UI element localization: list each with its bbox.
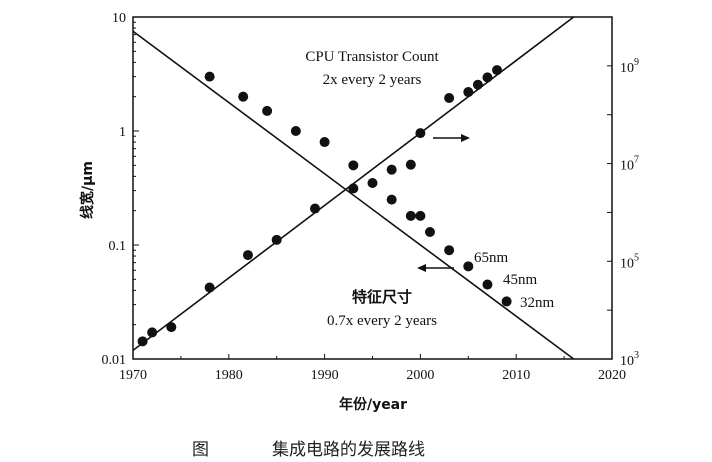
transistor-count-point [492, 65, 503, 76]
feature-title: 特征尺寸 [352, 288, 412, 306]
y-left-tick-label: 10 [112, 11, 126, 26]
transistor-count-point [405, 159, 416, 170]
feature-size-point [424, 227, 435, 238]
x-tick-label: 2010 [502, 368, 530, 383]
y-right-tick-label: 107 [620, 155, 639, 174]
transistor-title: CPU Transistor Count [305, 49, 439, 65]
x-axis-label: 年份/year [339, 396, 407, 413]
transistor-count-point [166, 322, 177, 333]
transistor-count-point [310, 203, 321, 214]
chart: 1970 1980 1990 2000 2010 2020 0.01 0.1 1 10 103 105… [79, 11, 639, 413]
arrow-right [433, 134, 470, 142]
y-right-tick-label: 109 [620, 57, 639, 76]
transistor-count-point [415, 128, 426, 139]
feature-size-point [463, 261, 474, 272]
y-right-tick-label: 103 [620, 350, 639, 369]
feature-size-point [290, 126, 301, 136]
feature-size-point [405, 210, 416, 221]
transistor-count-point [147, 327, 158, 338]
feature-size-point [319, 137, 330, 148]
transistor-count-point [472, 79, 483, 90]
feature-rate: 0.7x every 2 years [327, 313, 437, 329]
caption-figure-label: 图 [192, 440, 209, 460]
feature-size-trend-line [132, 30, 575, 360]
feature-size-point [262, 105, 273, 116]
feature-size-point [501, 296, 512, 307]
x-tick-label: 1990 [311, 368, 339, 383]
transistor-count-point [463, 87, 474, 98]
feature-size-point [386, 194, 397, 205]
feature-size-point [367, 177, 378, 188]
y-left-tick-label: 0.01 [102, 353, 127, 368]
caption-text: 集成电路的发展路线 [272, 440, 425, 460]
transistor-count-point [242, 250, 253, 261]
transistor-count-point [386, 164, 397, 175]
feature-size-point [444, 245, 455, 256]
transistor-count-point [204, 282, 215, 293]
x-tick-label: 1980 [215, 368, 243, 383]
transistor-count-point [444, 92, 455, 103]
arrow-left [417, 264, 454, 272]
transistor-count-point [482, 72, 493, 83]
transistor-rate: 2x every 2 years [323, 72, 422, 88]
x-tick-label: 2020 [598, 368, 626, 383]
label-32nm: 32nm [520, 295, 555, 311]
figure-caption: 图 集成电路的发展路线 [0, 425, 712, 462]
label-45nm: 45nm [503, 272, 538, 288]
transistor-count-point [348, 183, 359, 194]
feature-size-point [238, 91, 249, 102]
x-tick-label: 2000 [406, 368, 434, 383]
feature-size-point [204, 71, 215, 82]
feature-size-point [482, 279, 493, 290]
y-right-tick-label: 105 [620, 252, 639, 271]
feature-size-point [415, 210, 426, 221]
transistor-count-point [271, 234, 282, 245]
feature-size-point [348, 160, 359, 171]
label-65nm: 65nm [474, 250, 509, 266]
y-axis-label: 线宽/μm [79, 161, 96, 219]
y-left-tick-label: 0.1 [109, 239, 127, 254]
transistor-count-point [137, 336, 148, 347]
x-tick-label: 1970 [119, 368, 147, 383]
y-left-tick-label: 1 [119, 125, 126, 140]
